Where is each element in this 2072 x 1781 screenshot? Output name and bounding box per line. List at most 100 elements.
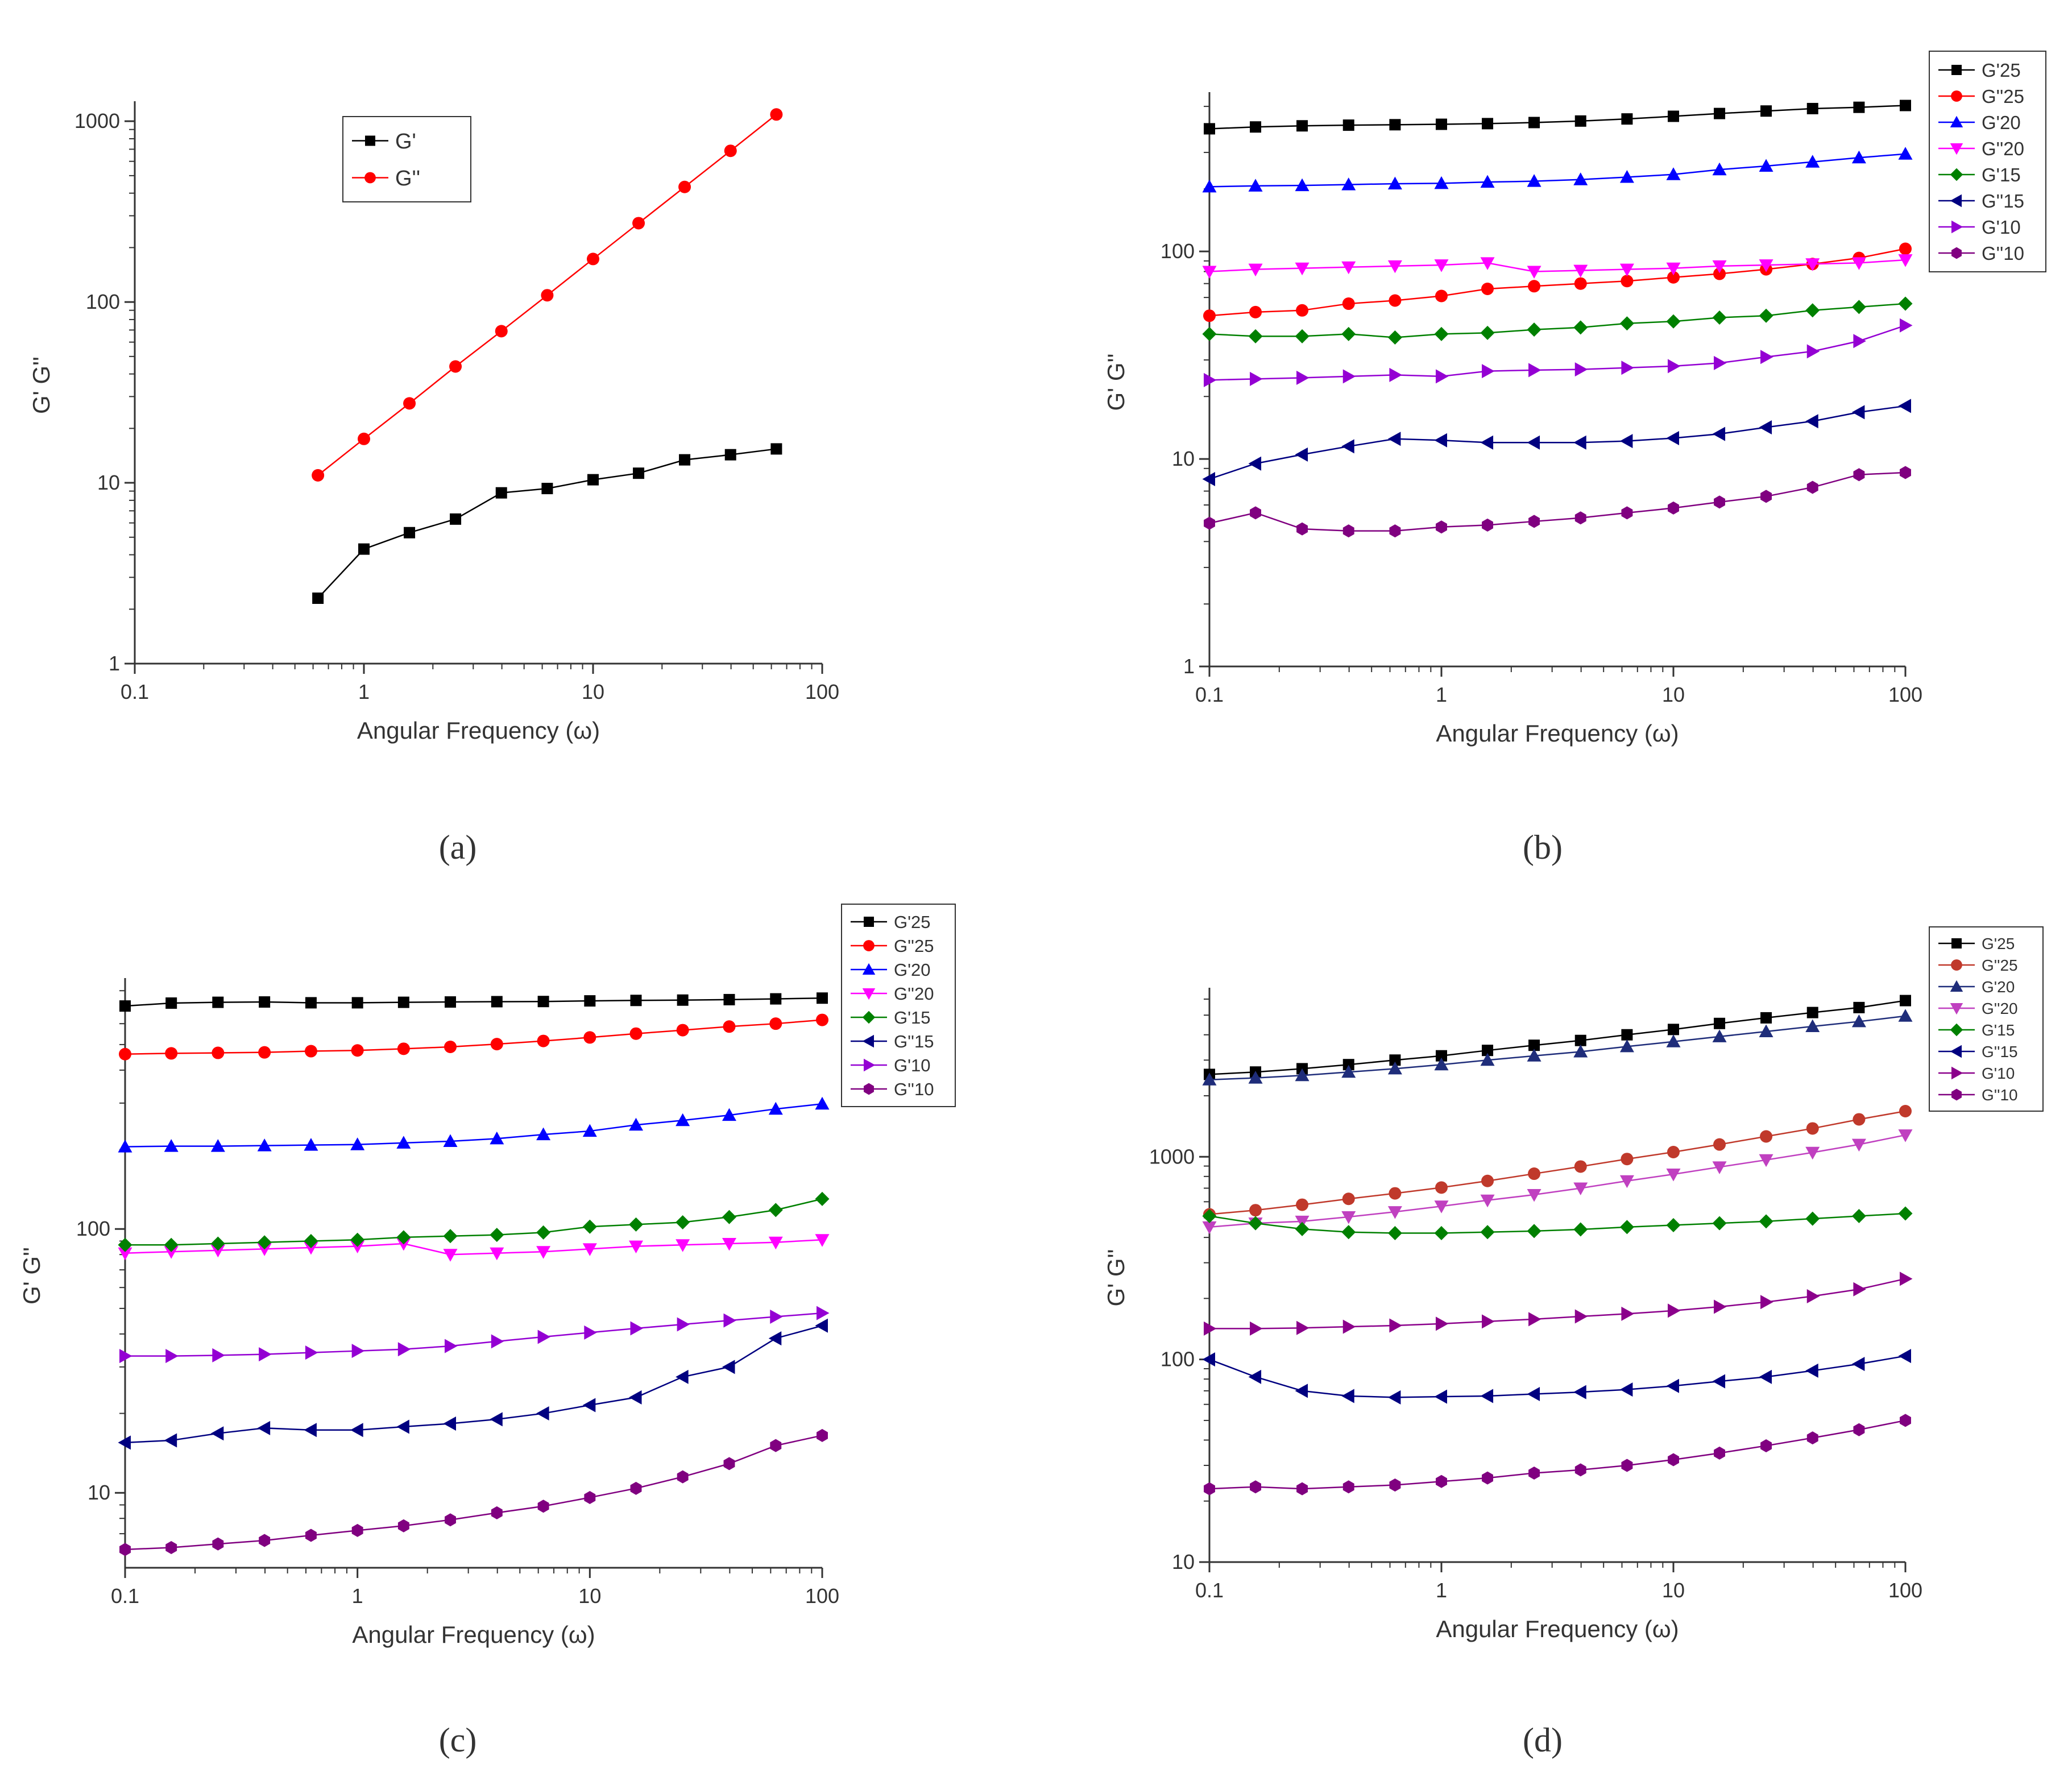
- data-point: [770, 443, 782, 455]
- data-point: [1760, 490, 1772, 503]
- data-point: [1573, 172, 1588, 185]
- data-point: [1667, 1146, 1680, 1159]
- data-point: [1760, 1130, 1773, 1143]
- data-point: [1713, 1138, 1726, 1151]
- data-point: [723, 1313, 736, 1328]
- data-point: [678, 180, 691, 193]
- data-point: [1389, 1054, 1401, 1066]
- data-point: [1805, 155, 1820, 168]
- data-point: [257, 1243, 272, 1256]
- data-point: [815, 1096, 830, 1110]
- data-point: [722, 1108, 736, 1121]
- data-point: [629, 1027, 643, 1040]
- data-point: [537, 1329, 551, 1344]
- series-line: [1209, 1134, 1906, 1228]
- data-point: [1250, 121, 1262, 133]
- series-line: [1209, 259, 1906, 272]
- data-point: [1250, 1480, 1262, 1494]
- data-point: [676, 1024, 689, 1037]
- data-point: [491, 1506, 503, 1519]
- data-point: [633, 467, 645, 479]
- data-point: [1759, 1024, 1773, 1038]
- y-tick-label: 1: [109, 652, 120, 675]
- data-point: [1573, 435, 1586, 450]
- data-point: [1342, 524, 1354, 538]
- legend-marker: [862, 1034, 874, 1048]
- data-point: [1480, 257, 1495, 270]
- data-point: [1898, 1206, 1913, 1221]
- data-point: [1341, 1211, 1356, 1224]
- data-point: [1204, 516, 1215, 530]
- data-point: [351, 997, 363, 1009]
- data-point: [1851, 257, 1866, 270]
- data-point: [397, 1342, 411, 1357]
- data-point: [1714, 1446, 1726, 1460]
- data-point: [1621, 1306, 1634, 1321]
- x-axis-label: Angular Frequency (ω): [357, 717, 600, 744]
- data-point: [1900, 1271, 1913, 1286]
- data-point: [1248, 179, 1263, 192]
- data-point: [676, 1369, 689, 1384]
- data-point: [537, 996, 549, 1008]
- data-point: [768, 1331, 782, 1346]
- data-point: [677, 1317, 690, 1332]
- data-point: [1760, 1439, 1772, 1452]
- legend-label: G''15: [1982, 190, 2024, 212]
- panel-caption: (c): [439, 1721, 477, 1759]
- data-point: [587, 474, 599, 486]
- data-point: [1621, 1459, 1633, 1472]
- data-point: [1295, 329, 1309, 343]
- legend-marker: [1951, 90, 1962, 102]
- series-Gp20: [1202, 1009, 1913, 1086]
- data-point: [304, 1233, 318, 1248]
- y-axis-label: G' G'': [18, 1247, 45, 1304]
- legend-label: G''10: [1982, 1086, 2018, 1104]
- series-Gp15: [1202, 1206, 1913, 1241]
- data-point: [1714, 1299, 1727, 1314]
- data-point: [1296, 304, 1309, 317]
- data-point: [118, 1435, 131, 1450]
- data-point: [1621, 506, 1633, 520]
- series-Gpp25: [1203, 242, 1912, 322]
- data-point: [1621, 1029, 1633, 1041]
- data-point: [1387, 1390, 1401, 1405]
- data-point: [768, 1203, 783, 1217]
- data-point: [1573, 264, 1588, 278]
- data-point: [1806, 102, 1818, 114]
- data-point: [1900, 318, 1913, 333]
- data-point: [491, 996, 503, 1008]
- data-point: [259, 1534, 271, 1547]
- data-point: [817, 1306, 830, 1320]
- data-point: [445, 1339, 458, 1353]
- data-point: [1389, 524, 1401, 538]
- data-point: [1900, 466, 1911, 479]
- legend: G' G'': [342, 116, 471, 202]
- data-point: [1898, 296, 1913, 311]
- series-line: [1209, 1278, 1906, 1329]
- data-point: [1619, 1382, 1633, 1397]
- legend-label: G'15: [1982, 1021, 2015, 1039]
- series-line: [1209, 1015, 1906, 1081]
- data-point: [1296, 1320, 1309, 1335]
- legend-box: [841, 904, 956, 1107]
- legend-marker: [1950, 194, 1962, 208]
- data-point: [351, 1344, 365, 1358]
- x-tick-label: 0.1: [1195, 1579, 1224, 1602]
- data-point: [1295, 1221, 1309, 1236]
- legend-marker: [864, 917, 874, 927]
- data-point: [1342, 369, 1356, 384]
- data-point: [212, 1348, 225, 1362]
- data-point: [770, 993, 782, 1005]
- legend: G'25 G''25 G'20 G''20 G'15 G''15 G'10 G''10: [1929, 926, 2044, 1112]
- legend-label: G'10: [1982, 217, 2021, 238]
- data-point: [1434, 1389, 1447, 1404]
- legend-label: G'': [395, 167, 420, 190]
- data-point: [259, 1347, 272, 1362]
- legend-label: G''25: [894, 936, 934, 956]
- legend-label: G''10: [894, 1079, 934, 1099]
- legend-marker: [862, 963, 876, 975]
- data-point: [1805, 1211, 1820, 1226]
- data-point: [1573, 1045, 1588, 1058]
- data-point: [1666, 167, 1681, 180]
